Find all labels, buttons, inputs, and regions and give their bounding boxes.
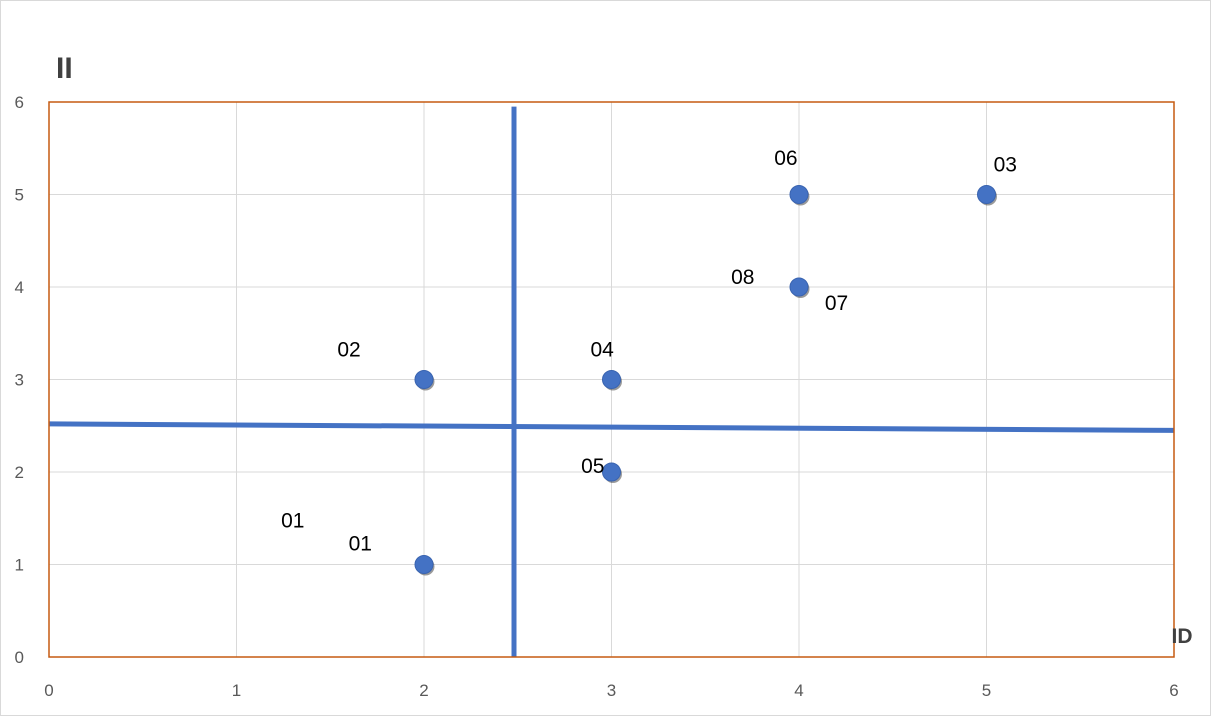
x-tick-label: 5: [982, 681, 991, 700]
point-labels: 01 01 02 04 05 06 03 08 07: [281, 147, 1017, 556]
point-label: 01: [349, 533, 372, 556]
y-tick-label: 4: [15, 278, 24, 297]
point-label: 07: [825, 292, 848, 315]
x-tick-label: 1: [232, 681, 241, 700]
x-tick-label: 2: [419, 681, 428, 700]
data-point: [602, 462, 621, 482]
point-label: 08: [731, 266, 754, 289]
y-tick-label: 3: [15, 371, 24, 390]
point-label: 06: [774, 147, 797, 170]
point-label: 04: [590, 338, 614, 361]
data-point: [977, 185, 996, 204]
x-tick-label: 4: [794, 681, 803, 700]
y-tick-label: 5: [15, 186, 24, 205]
data-point: [789, 185, 809, 204]
data-point: [414, 370, 434, 389]
data-point: [602, 370, 621, 389]
x-tick-label: 0: [44, 681, 53, 700]
y-tick-label: 1: [15, 556, 24, 575]
x-axis-title: ID: [1172, 625, 1193, 648]
point-label: 05: [581, 455, 604, 478]
x-tick-label: 3: [607, 681, 616, 700]
plot-area-border: [48, 101, 1175, 658]
y-tick-label: 6: [15, 93, 24, 112]
horizontal-reference-line: [48, 421, 1175, 433]
reference-lines: [48, 106, 1175, 657]
data-points: [414, 185, 997, 576]
y-tick-label: 0: [15, 648, 24, 667]
x-tick-label: 6: [1169, 681, 1178, 700]
y-axis-title: II: [56, 52, 73, 85]
point-label: 02: [337, 338, 360, 361]
y-tick-label: 2: [15, 463, 24, 482]
data-point: [789, 277, 809, 297]
data-point: [414, 555, 434, 574]
point-label: 03: [994, 153, 1017, 176]
point-label: 01: [281, 510, 304, 533]
